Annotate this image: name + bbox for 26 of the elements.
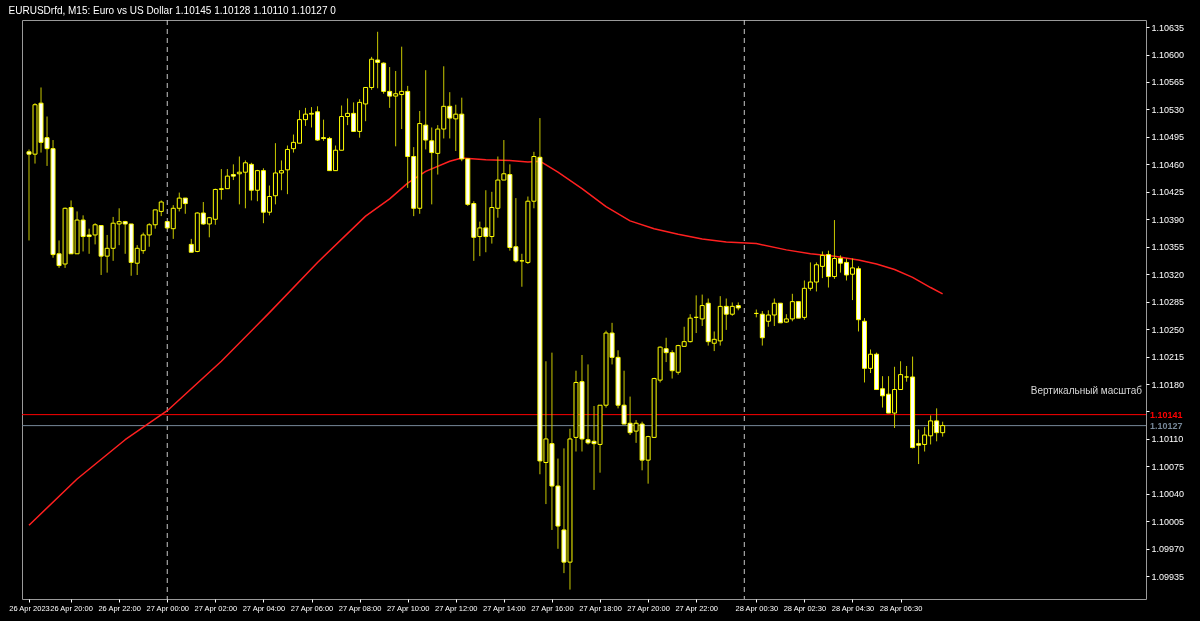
y-tick-label: 1.10250	[1151, 324, 1185, 335]
candlestick	[284, 145, 290, 195]
y-tick-label: 1.10460	[1151, 159, 1185, 170]
chart-title: EURUSDrfd, M15: Euro vs US Dollar 1.10145 1.10128 1.10110 1.10127 0	[8, 4, 337, 16]
y-tick-label: 1.10005	[1151, 516, 1185, 527]
y-tick-label: 1.10215	[1151, 352, 1185, 363]
y-tick-label: 1.10040	[1151, 489, 1185, 500]
y-tick-label: 1.10425	[1151, 187, 1185, 198]
y-tick-label: 1.10075	[1151, 461, 1185, 472]
y-tick-label: 1.10635	[1151, 22, 1185, 33]
y-tick-label: 1.10355	[1151, 242, 1185, 253]
y-tick-label: 1.10565	[1151, 77, 1185, 88]
ref-line-label: 1.10127	[1150, 420, 1183, 431]
line-series	[28, 157, 944, 526]
y-tick-label: 1.10390	[1151, 214, 1185, 225]
ref-line-label: 1.10141	[1150, 409, 1183, 420]
y-tick-label: 1.10600	[1151, 50, 1185, 61]
y-tick-label: 1.10530	[1151, 104, 1185, 115]
annotation: Вертикальный масштаб	[1030, 384, 1143, 396]
y-tick-label: 1.10110	[1151, 434, 1184, 445]
y-tick-label: 1.09970	[1151, 544, 1185, 555]
y-tick-label: 1.09935	[1151, 571, 1185, 582]
y-tick-label: 1.10320	[1151, 269, 1185, 280]
y-tick-label: 1.10285	[1151, 297, 1185, 308]
y-tick-label: 1.10495	[1151, 132, 1185, 143]
y-tick-label: 1.10180	[1151, 379, 1185, 390]
